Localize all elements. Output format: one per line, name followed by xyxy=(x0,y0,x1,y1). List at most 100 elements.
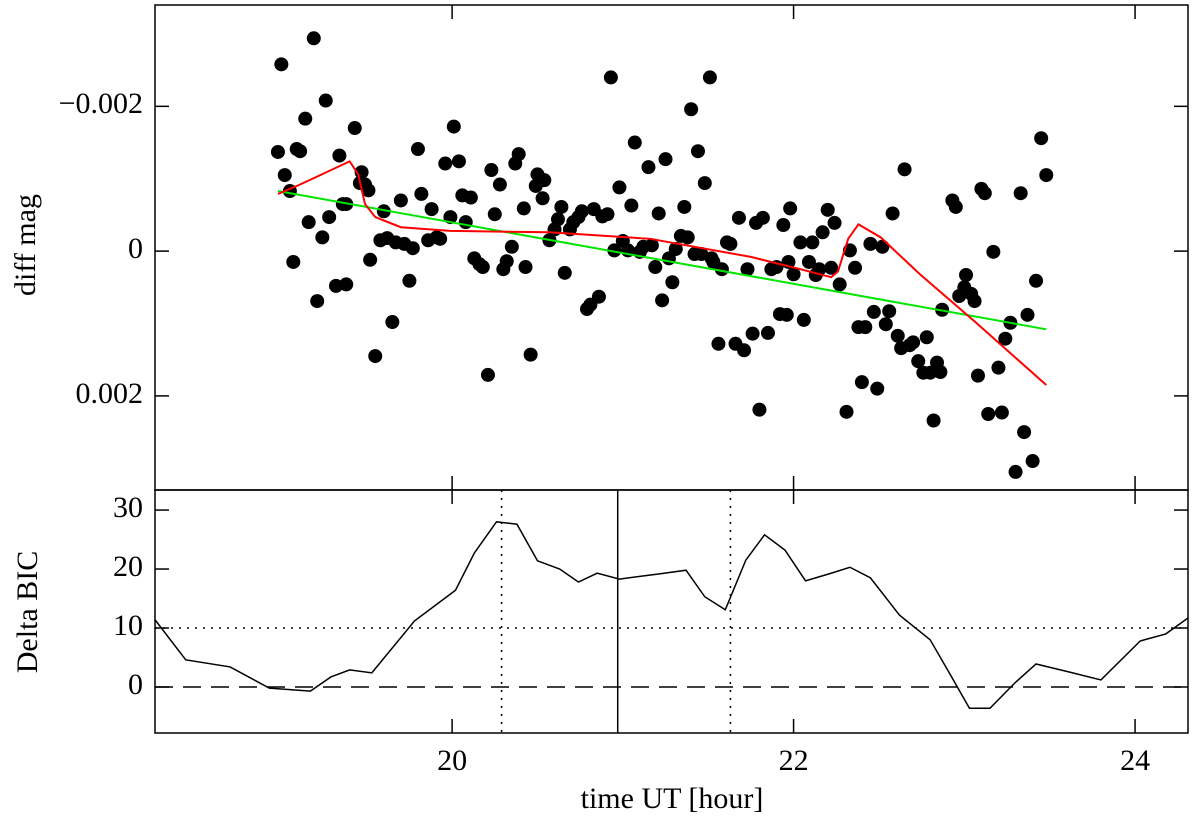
data-point xyxy=(600,207,615,222)
data-point xyxy=(890,328,905,343)
data-point xyxy=(1029,273,1044,288)
data-point xyxy=(786,267,801,282)
data-point xyxy=(815,225,830,240)
data-point xyxy=(612,180,627,195)
data-point xyxy=(339,277,354,292)
data-point xyxy=(438,156,453,171)
data-point xyxy=(405,241,420,256)
data-point xyxy=(322,210,337,225)
data-point xyxy=(402,273,417,288)
data-point xyxy=(776,218,791,233)
data-point xyxy=(537,173,552,188)
data-point xyxy=(557,265,572,280)
data-point xyxy=(376,204,391,219)
data-point xyxy=(745,326,760,341)
data-point xyxy=(665,275,680,290)
data-point xyxy=(424,202,439,217)
data-point xyxy=(361,183,376,198)
data-point xyxy=(591,289,606,304)
data-point xyxy=(1034,131,1049,146)
y-axis-label: diff mag xyxy=(9,194,42,296)
data-point xyxy=(641,160,656,175)
data-point xyxy=(820,202,835,217)
data-point xyxy=(866,304,881,319)
data-point xyxy=(310,294,325,309)
y-tick-label: 10 xyxy=(113,609,143,642)
data-point xyxy=(796,312,811,327)
data-point xyxy=(480,367,495,382)
data-point xyxy=(516,201,531,216)
data-point xyxy=(737,343,752,358)
data-point xyxy=(711,336,726,351)
data-point xyxy=(298,111,313,126)
data-point xyxy=(332,148,347,163)
data-point xyxy=(885,206,900,221)
data-point xyxy=(487,207,502,222)
data-point xyxy=(554,199,569,214)
data-point xyxy=(863,236,878,251)
y-tick-label: 0 xyxy=(128,232,143,265)
data-point xyxy=(801,254,816,269)
data-point xyxy=(919,330,934,345)
data-point xyxy=(658,152,673,167)
data-point xyxy=(668,241,683,256)
data-point xyxy=(648,260,663,275)
data-point xyxy=(858,320,873,335)
data-point xyxy=(760,325,775,340)
data-point xyxy=(684,102,699,117)
series-line xyxy=(154,521,1189,709)
data-point xyxy=(446,119,461,134)
data-point xyxy=(793,235,808,250)
data-point xyxy=(433,231,448,246)
data-point xyxy=(779,307,794,322)
data-point xyxy=(755,210,770,225)
data-point xyxy=(923,365,938,380)
data-point xyxy=(286,254,301,269)
data-point xyxy=(393,193,408,208)
data-point xyxy=(277,168,292,183)
data-point xyxy=(839,404,854,419)
data-point xyxy=(655,293,670,308)
y-tick-label: 20 xyxy=(113,550,143,583)
data-point xyxy=(363,252,378,267)
data-point xyxy=(347,121,362,136)
data-point xyxy=(948,199,963,214)
data-point xyxy=(1013,186,1028,201)
x-tick-label: 20 xyxy=(437,744,467,777)
data-point xyxy=(318,93,333,108)
data-point xyxy=(458,215,473,230)
data-point xyxy=(878,317,893,332)
data-point xyxy=(870,381,885,396)
data-point xyxy=(410,142,425,157)
data-point xyxy=(911,354,926,369)
data-point xyxy=(991,360,1006,375)
data-point xyxy=(1008,464,1023,479)
data-point xyxy=(651,206,666,221)
data-point xyxy=(981,406,996,421)
data-point xyxy=(714,262,729,277)
data-point xyxy=(926,413,941,428)
data-point xyxy=(977,186,992,201)
data-point xyxy=(492,177,507,192)
data-point xyxy=(680,230,695,245)
data-point xyxy=(463,190,478,205)
y-tick-label: −0.002 xyxy=(59,87,143,120)
data-point xyxy=(414,186,429,201)
data-point xyxy=(293,144,308,159)
x-tick-label: 24 xyxy=(1120,744,1150,777)
data-point xyxy=(897,162,912,177)
y-tick-label: 30 xyxy=(113,491,143,524)
data-point xyxy=(875,239,890,254)
data-point xyxy=(677,199,692,214)
data-point xyxy=(752,402,767,417)
data-point xyxy=(504,239,519,254)
data-point xyxy=(832,277,847,292)
data-point xyxy=(511,147,526,162)
data-point xyxy=(328,278,343,293)
data-point xyxy=(475,260,490,275)
data-point xyxy=(967,294,982,309)
data-point xyxy=(518,260,533,275)
data-point xyxy=(994,405,1009,420)
data-point xyxy=(385,315,400,330)
